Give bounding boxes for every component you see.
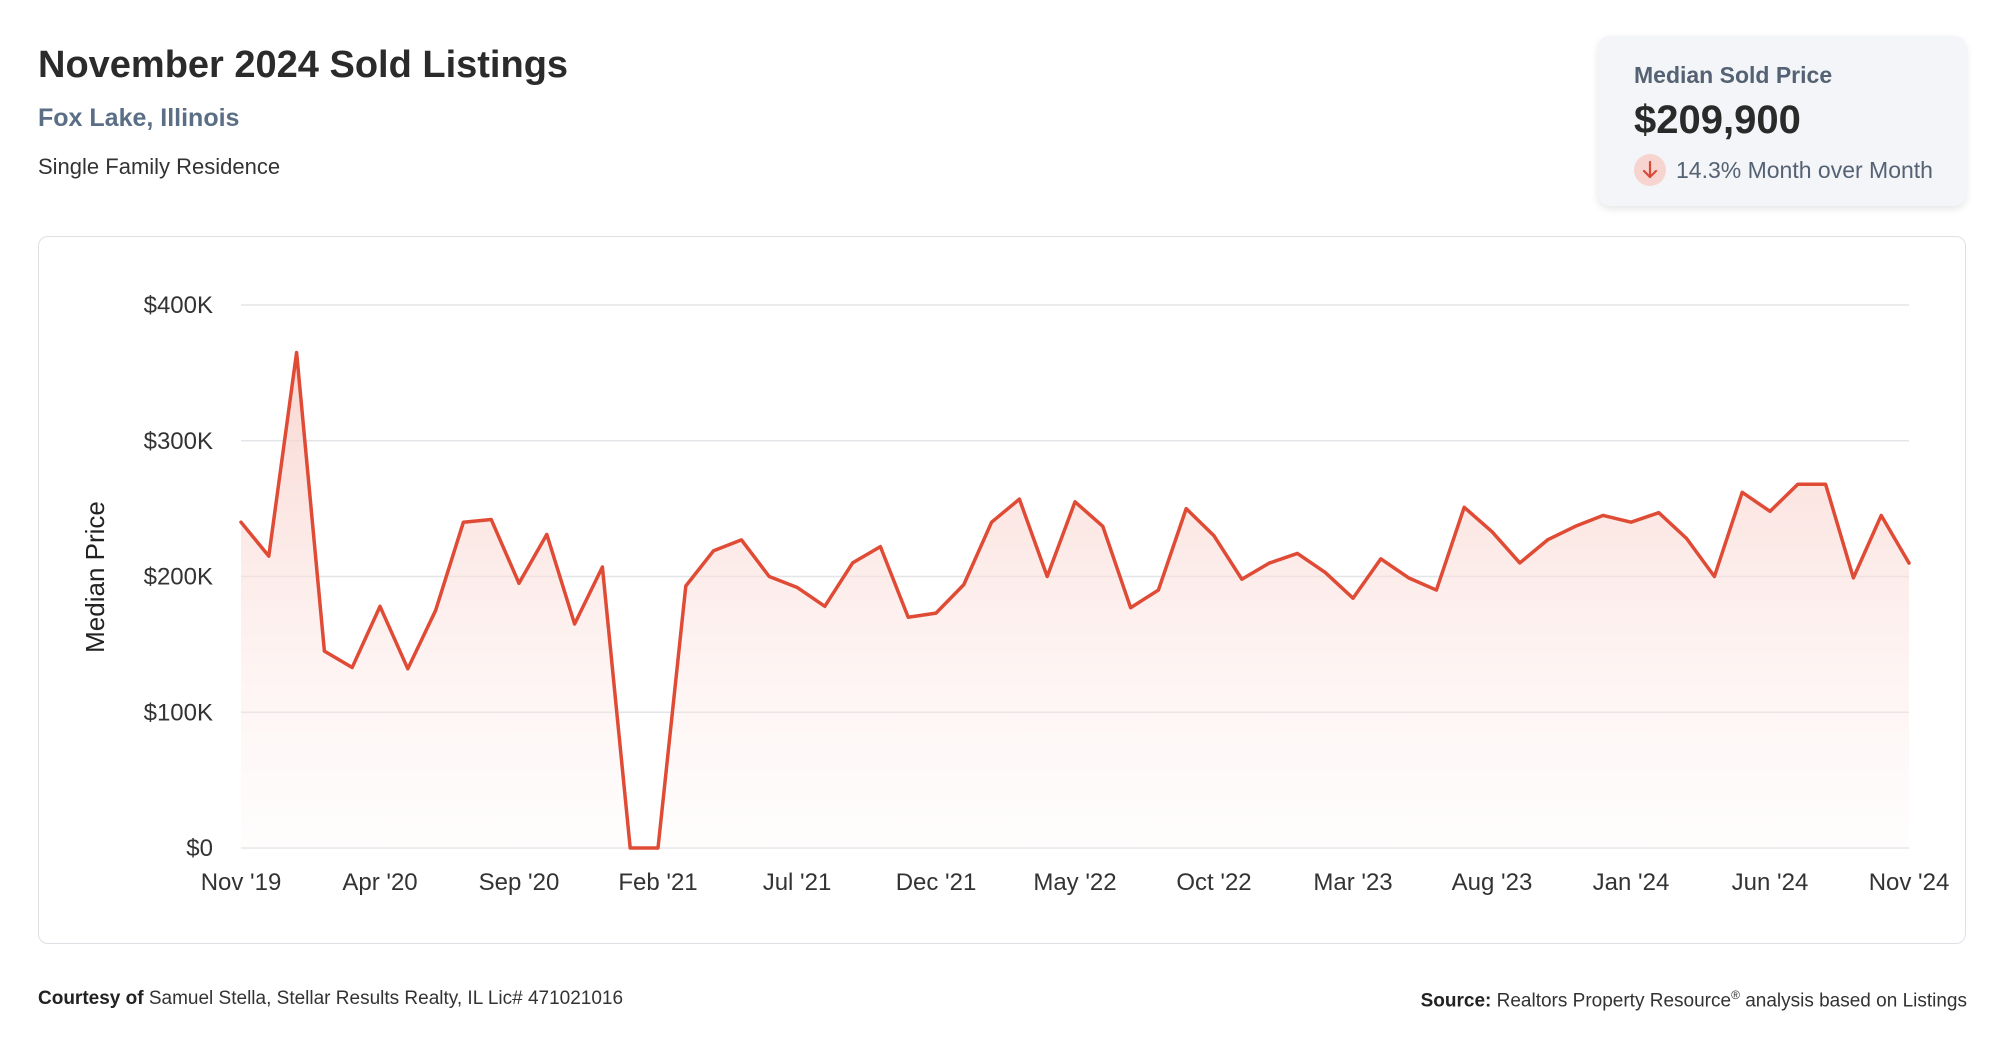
x-tick-label: Mar '23 xyxy=(1313,869,1392,896)
x-tick-label: May '22 xyxy=(1033,869,1116,896)
stat-value: $209,900 xyxy=(1634,98,1801,142)
location-subtitle: Fox Lake, Illinois xyxy=(38,104,240,132)
courtesy-label: Courtesy of xyxy=(38,988,144,1009)
price-line xyxy=(239,350,1911,850)
y-tick-label: $300K xyxy=(144,428,213,455)
chart-card: $0 $100K $200K $300K $400K Nov '19 Apr '20 Sep… xyxy=(38,236,1966,944)
y-tick-label: $200K xyxy=(144,564,213,591)
x-tick-label: Oct '22 xyxy=(1176,869,1251,896)
median-price-chart: $0 $100K $200K $300K $400K Nov '19 Apr '20 Sep… xyxy=(80,292,1950,896)
stat-label: Median Sold Price xyxy=(1634,62,1833,88)
area-layer xyxy=(241,352,1909,848)
property-type: Single Family Residence xyxy=(38,154,281,179)
y-axis: $0 $100K $200K $300K $400K xyxy=(144,292,213,862)
price-area xyxy=(241,352,1909,848)
x-tick-label: Nov '19 xyxy=(201,869,282,896)
median-price-card: Median Sold Price $209,900 14.3% Month o… xyxy=(1598,36,1966,206)
source-label: Source: xyxy=(1420,990,1492,1012)
x-tick-label: Apr '20 xyxy=(342,869,417,896)
arrow-down-icon xyxy=(1634,154,1666,186)
x-tick-label: Jul '21 xyxy=(763,869,832,896)
courtesy-text: Samuel Stella, Stellar Results Realty, I… xyxy=(148,988,624,1009)
y-tick-label: $0 xyxy=(186,835,213,862)
y-tick-label: $400K xyxy=(144,292,213,319)
x-tick-label: Dec '21 xyxy=(896,869,977,896)
x-axis: Nov '19 Apr '20 Sep '20 Feb '21 Jul '21 Dec '… xyxy=(201,869,1950,896)
source-text-1: Realtors Property Resource xyxy=(1496,990,1732,1012)
x-tick-label: Jun '24 xyxy=(1732,869,1809,896)
y-axis-title: Median Price xyxy=(80,501,110,653)
footer-courtesy: Courtesy of Samuel Stella, Stellar Resul… xyxy=(38,988,623,1010)
x-tick-label: Jan '24 xyxy=(1593,869,1670,896)
y-tick-label: $100K xyxy=(144,699,213,726)
x-tick-label: Feb '21 xyxy=(618,869,697,896)
stat-change: 14.3% Month over Month xyxy=(1634,154,1933,186)
footer-source: Source: Realtors Property Resource® anal… xyxy=(1421,988,1967,1012)
registered-mark: ® xyxy=(1731,988,1740,1002)
x-tick-label: Nov '24 xyxy=(1869,869,1950,896)
source-text-2: analysis based on Listings xyxy=(1745,990,1967,1012)
x-tick-label: Aug '23 xyxy=(1452,869,1533,896)
page-title: November 2024 Sold Listings xyxy=(38,44,569,86)
stat-change-text: 14.3% Month over Month xyxy=(1676,156,1933,183)
line-layer xyxy=(239,350,1911,850)
x-tick-label: Sep '20 xyxy=(479,869,560,896)
